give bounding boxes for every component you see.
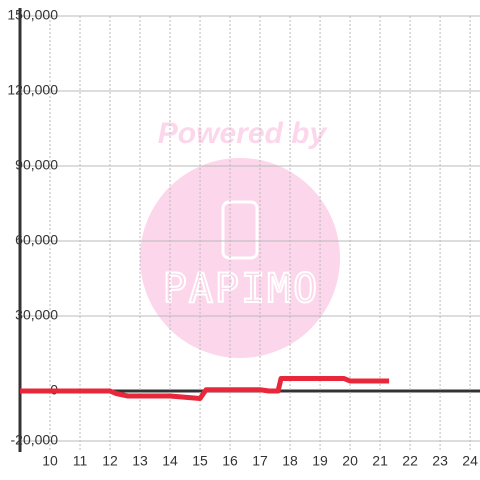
x-tick-label: 16 <box>222 453 238 469</box>
watermark-icon <box>221 200 259 260</box>
x-tick-label: 13 <box>132 453 148 469</box>
x-tick-label: 23 <box>432 453 448 469</box>
x-tick-label: 21 <box>372 453 388 469</box>
y-tick-label: 150,000 <box>7 7 58 23</box>
x-tick-label: 20 <box>342 453 358 469</box>
y-tick-label: -20,000 <box>11 432 59 448</box>
x-tick-label: 17 <box>252 453 268 469</box>
x-tick-label: 22 <box>402 453 418 469</box>
watermark-text: Powered by <box>158 117 328 150</box>
watermark-logo: PAPIMO <box>163 266 320 312</box>
y-tick-label: 90,000 <box>15 157 58 173</box>
y-tick-label: 120,000 <box>7 82 58 98</box>
x-tick-label: 19 <box>312 453 328 469</box>
x-tick-label: 12 <box>102 453 118 469</box>
y-tick-label: 60,000 <box>15 232 58 248</box>
x-tick-label: 14 <box>162 453 178 469</box>
data-line <box>20 376 390 401</box>
x-tick-label: 15 <box>192 453 208 469</box>
x-tick-label: 18 <box>282 453 298 469</box>
x-tick-label: 11 <box>73 453 88 469</box>
x-tick-label: 24 <box>462 453 478 469</box>
x-tick-label: 10 <box>42 453 58 469</box>
y-tick-label: 30,000 <box>15 307 58 323</box>
